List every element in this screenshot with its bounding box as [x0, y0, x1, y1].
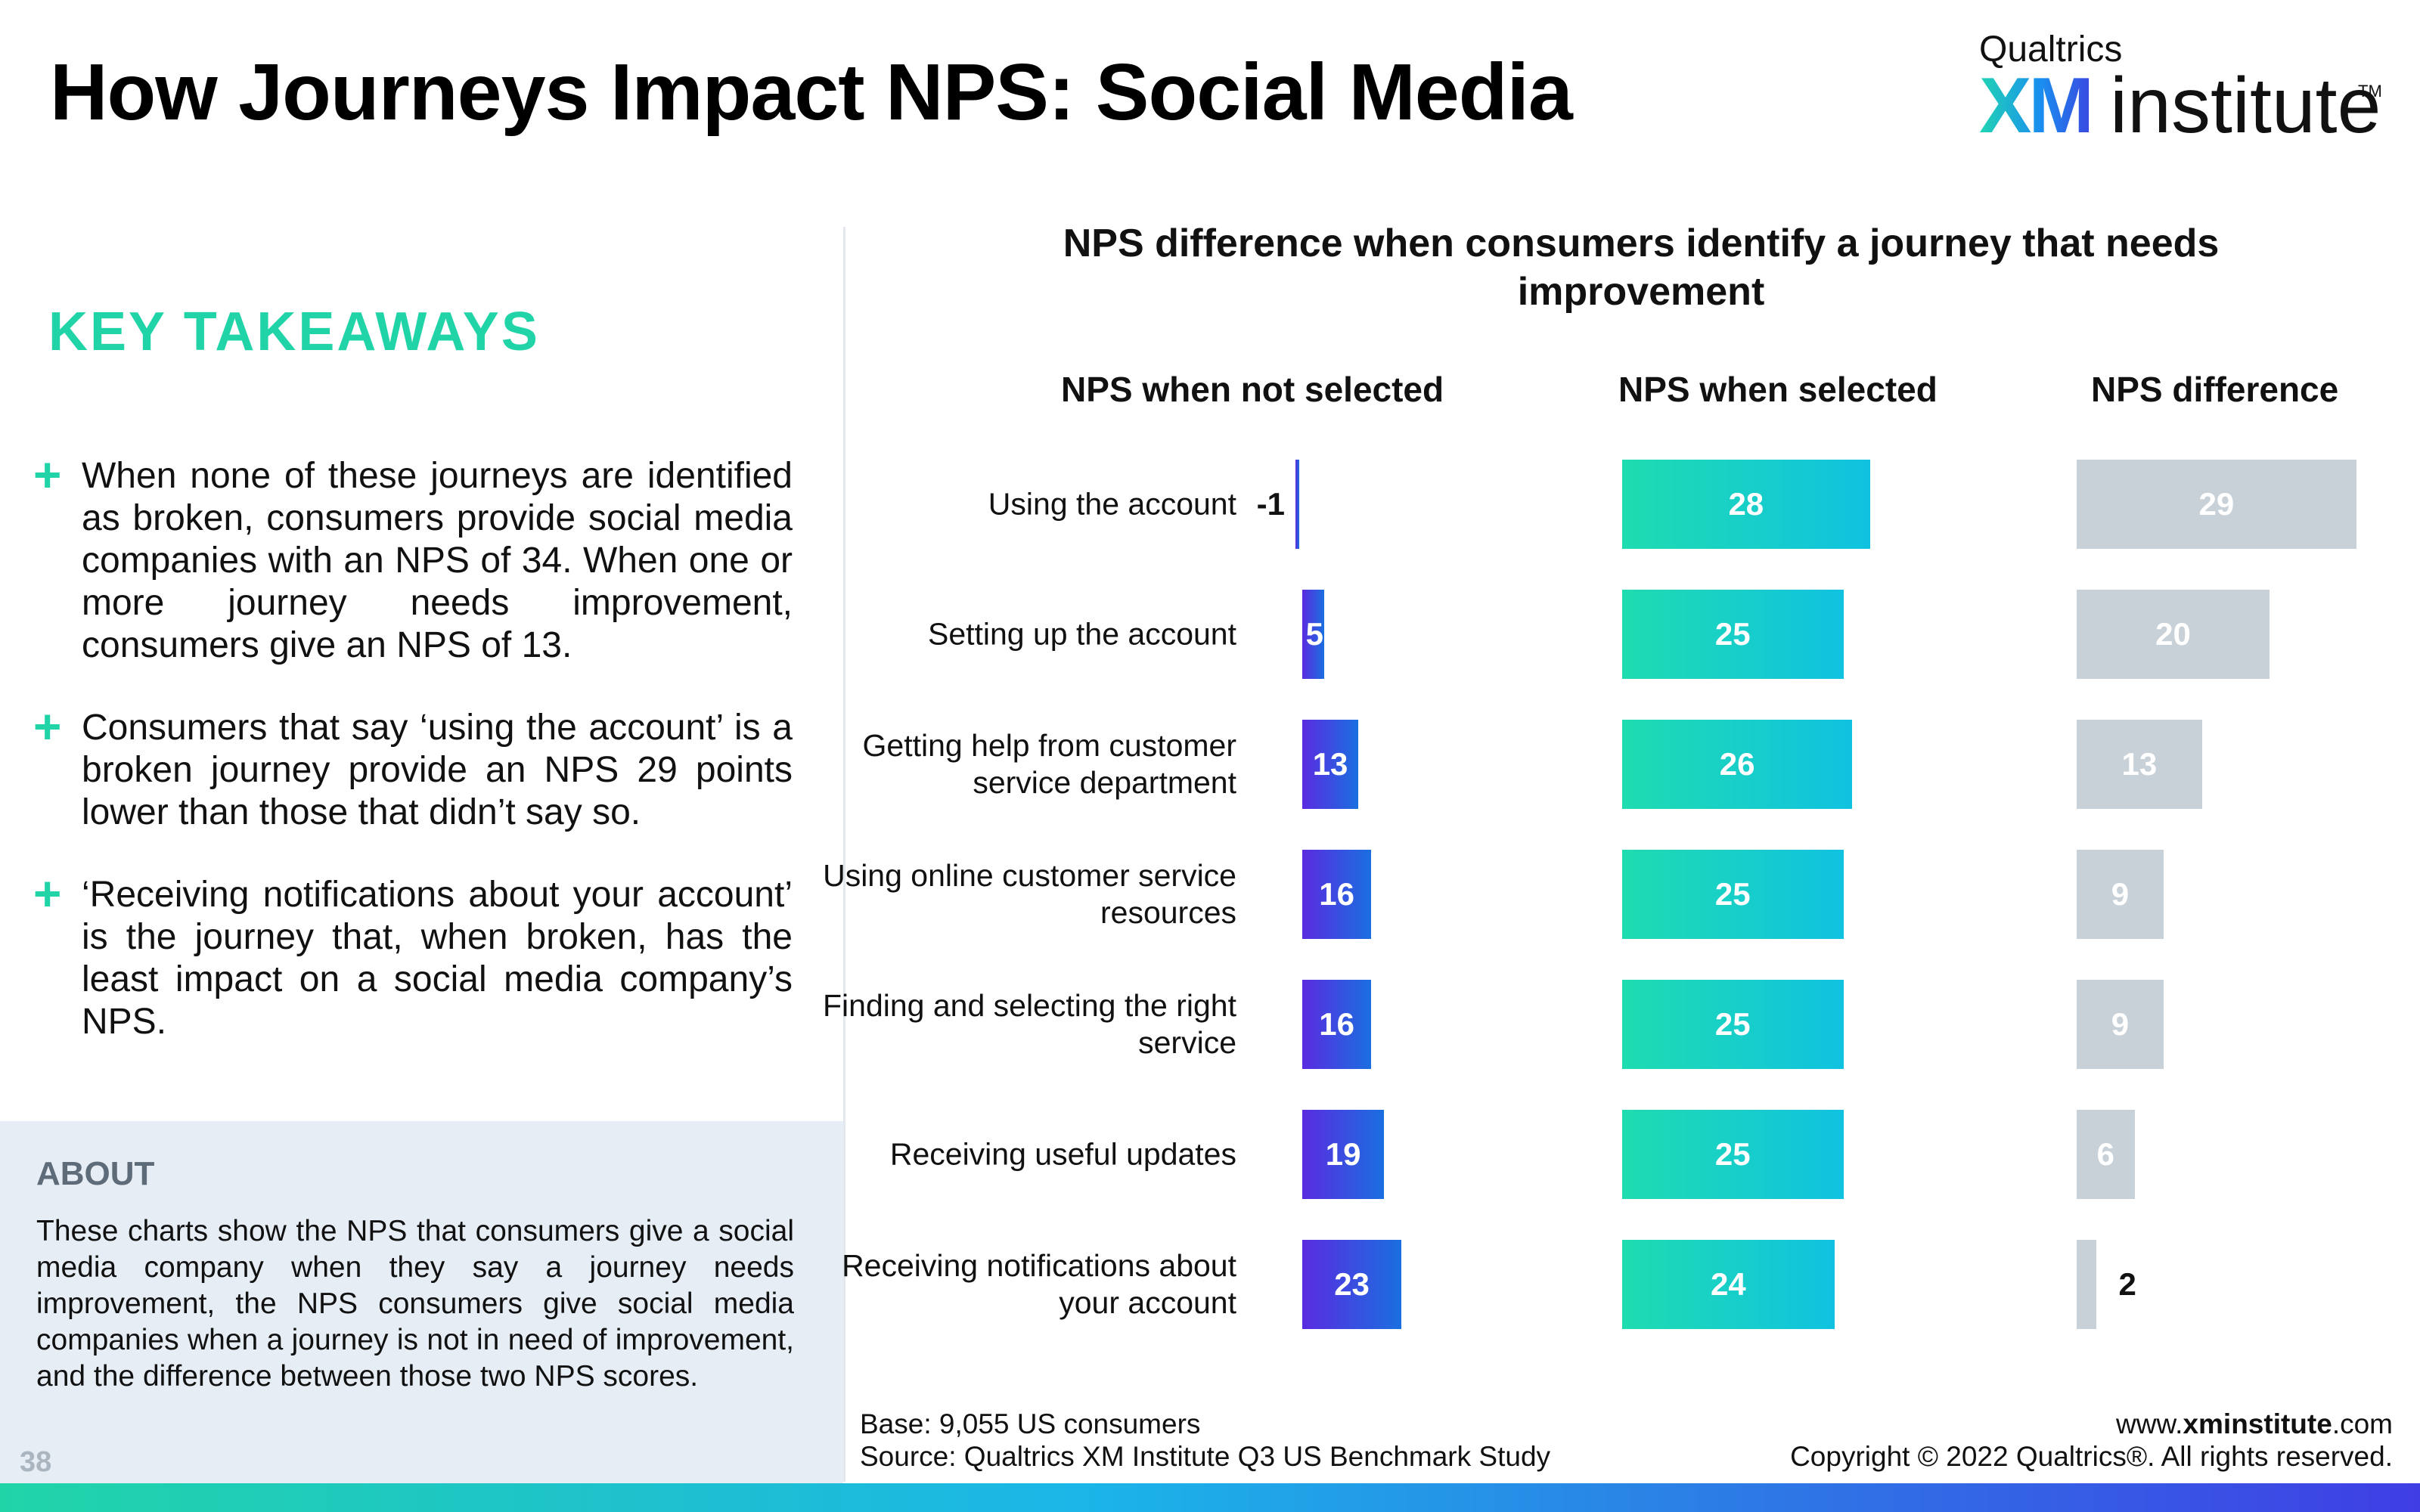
bar-not-selected — [1302, 720, 1359, 809]
bar-value-label: 26 — [1719, 746, 1755, 782]
url-domain: xminstitute — [2183, 1408, 2332, 1439]
bar-not-selected — [1302, 1240, 1402, 1329]
takeaway-item: ‘Receiving notifications about your acco… — [82, 875, 793, 1042]
bar-value-label: 23 — [1334, 1266, 1370, 1302]
bar-selected — [1622, 460, 1870, 549]
bar-value-label: 20 — [2155, 616, 2191, 652]
bar-value-label: 25 — [1714, 616, 1751, 652]
footer-copyright: Copyright © 2022 Qualtrics®. All rights … — [1790, 1441, 2393, 1472]
key-takeaways-heading: KEY TAKEAWAYS — [48, 302, 540, 362]
bar-not-selected — [1302, 1110, 1385, 1199]
bar-difference — [2077, 720, 2202, 809]
bar-value-label: 5 — [1305, 616, 1323, 652]
bar-value-label: 29 — [2198, 486, 2235, 522]
bar-value-label: 25 — [1714, 1136, 1751, 1172]
bar-not-selected — [1295, 460, 1299, 549]
bar-value-label: 9 — [2111, 1006, 2130, 1042]
bar-difference — [2077, 1110, 2135, 1199]
bar-difference — [2077, 980, 2164, 1069]
row-label: Setting up the account — [927, 616, 1236, 652]
bar-value-label: 9 — [2111, 876, 2130, 912]
panel-divider — [843, 227, 845, 1482]
bar-value-label: 13 — [1312, 746, 1348, 782]
column-header-not-selected: NPS when not selected — [1061, 370, 1444, 409]
bar-difference — [2077, 850, 2164, 939]
bar-selected — [1622, 720, 1853, 809]
about-panel — [0, 1121, 843, 1484]
page-title: How Journeys Impact NPS: Social Media — [50, 48, 1573, 137]
column-header-selected: NPS when selected — [1618, 370, 1938, 409]
bar-difference — [2077, 590, 2270, 679]
bar-difference — [2077, 460, 2356, 549]
bar-value-label: 2 — [2118, 1266, 2136, 1302]
row-label: Receiving useful updates — [889, 1136, 1236, 1172]
bar-value-label: 24 — [1711, 1266, 1746, 1302]
row-label: Finding and selecting the right service — [822, 988, 1236, 1060]
row-label: Getting help from customer service depar… — [862, 728, 1236, 800]
row-label: Using the account — [988, 486, 1236, 522]
bar-not-selected — [1302, 980, 1372, 1069]
bar-value-label: 16 — [1319, 1006, 1354, 1042]
column-header-difference: NPS difference — [2091, 370, 2339, 409]
bar-value-label: 6 — [2096, 1136, 2114, 1172]
about-text: These charts show the NPS that consumers… — [36, 1215, 794, 1393]
bar-selected — [1622, 1240, 1835, 1329]
bar-selected — [1622, 850, 1844, 939]
takeaway-item: When none of these journeys are identifi… — [82, 456, 793, 665]
footer-base: Base: 9,055 US consumers — [860, 1408, 1201, 1439]
footer-source: Source: Qualtrics XM Institute Q3 US Ben… — [860, 1441, 1551, 1472]
about-heading: ABOUT — [36, 1155, 155, 1192]
url-prefix: www. — [2116, 1408, 2183, 1439]
bar-value-label: 25 — [1714, 876, 1751, 912]
logo-xm-text: XM — [1979, 62, 2094, 150]
takeaway-item: Consumers that say ‘using the account’ i… — [82, 708, 793, 832]
logo-trademark: TM — [2358, 82, 2382, 101]
url-suffix: .com — [2332, 1408, 2393, 1439]
row-label: Receiving notifications about your accou… — [842, 1248, 1236, 1320]
row-label: Using online customer service resources — [823, 858, 1236, 930]
bar-value-label: 25 — [1714, 1006, 1751, 1042]
footer-website[interactable]: www.xminstitute.com — [2116, 1408, 2393, 1440]
bar-selected — [1622, 980, 1844, 1069]
bar-not-selected — [1302, 590, 1324, 679]
bar-value-label: -1 — [1256, 486, 1285, 522]
bar-value-label: 16 — [1319, 876, 1354, 912]
chart-title: NPS difference when consumers identify a… — [1063, 222, 2220, 314]
bar-selected — [1622, 1110, 1844, 1199]
bar-value-label: 19 — [1325, 1136, 1361, 1172]
bar-not-selected — [1302, 850, 1372, 939]
bar-selected — [1622, 590, 1844, 679]
bar-value-label: 13 — [2121, 746, 2158, 782]
bottom-gradient-strip — [0, 1483, 2420, 1512]
page-number: 38 — [20, 1446, 52, 1478]
plus-icon: + — [33, 448, 62, 502]
bar-value-label: 28 — [1728, 486, 1764, 522]
plus-icon: + — [33, 699, 62, 754]
logo-qualtrics-text: Qualtrics — [1979, 29, 2123, 70]
bar-difference — [2077, 1240, 2096, 1329]
plus-icon: + — [33, 866, 62, 921]
logo-institute-text: institute — [2110, 62, 2381, 150]
